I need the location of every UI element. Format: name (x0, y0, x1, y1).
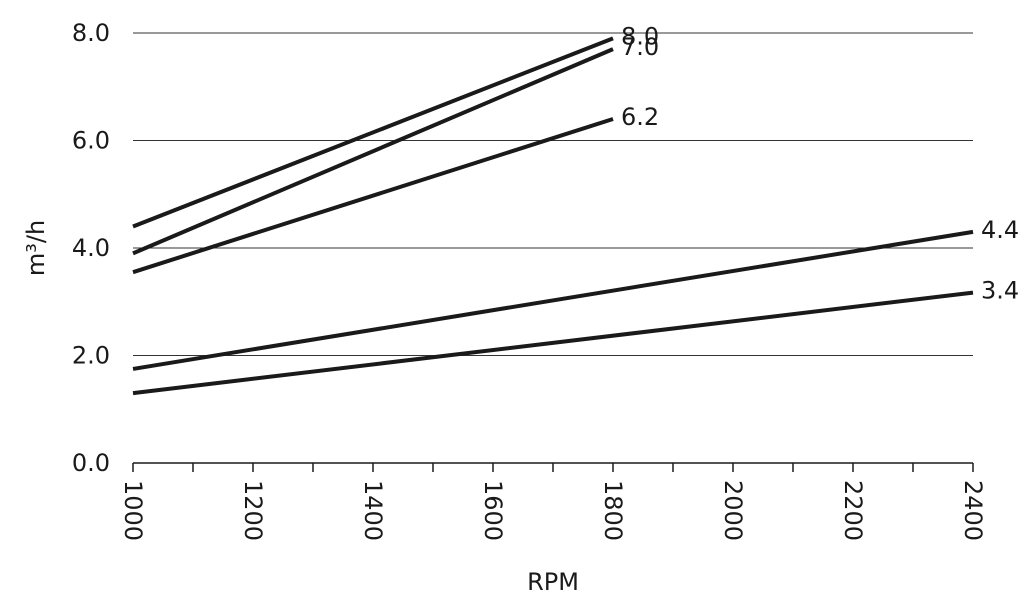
x-tick-label: 1000 (119, 480, 147, 541)
x-tick-label: 2200 (839, 480, 867, 541)
y-ticks: 0.0 2.0 4.0 6.0 8.0 (72, 19, 110, 477)
y-tick-label: 6.0 (72, 127, 110, 155)
series-line-3.4 (132, 290, 974, 396)
series-label-7.0: 7.0 (621, 33, 659, 61)
x-tick-label: 2400 (959, 480, 987, 541)
x-ticks: 1000 1200 1400 1600 1800 2000 2200 2400 (119, 463, 987, 541)
y-axis-label: m³/h (22, 220, 50, 276)
series-label-4.4: 4.4 (981, 216, 1019, 244)
series-line-8.0 (132, 36, 614, 229)
y-tick-label: 4.0 (72, 234, 110, 262)
series-label-6.2: 6.2 (621, 103, 659, 131)
y-tick-label: 2.0 (72, 342, 110, 370)
series-label-3.4: 3.4 (981, 277, 1019, 305)
series-labels: 8.07.0 6.2 4.4 3.4 (621, 22, 1019, 304)
x-tick-label: 2000 (719, 480, 747, 541)
x-tick-label: 1800 (599, 480, 627, 541)
x-axis-label: RPM (527, 568, 579, 596)
x-tick-label: 1400 (359, 480, 387, 541)
series-line-7.0 (132, 47, 614, 256)
x-tick-label: 1200 (239, 480, 267, 541)
series-lines (132, 36, 974, 396)
series-label-8.0: 8.0 (621, 22, 659, 50)
grid-layer (133, 32, 973, 356)
y-tick-label: 8.0 (72, 19, 110, 47)
x-tick-label: 1600 (479, 480, 507, 541)
series-line-4.4 (132, 229, 974, 371)
series-line-6.2 (132, 117, 614, 275)
y-tick-label: 0.0 (72, 449, 110, 477)
